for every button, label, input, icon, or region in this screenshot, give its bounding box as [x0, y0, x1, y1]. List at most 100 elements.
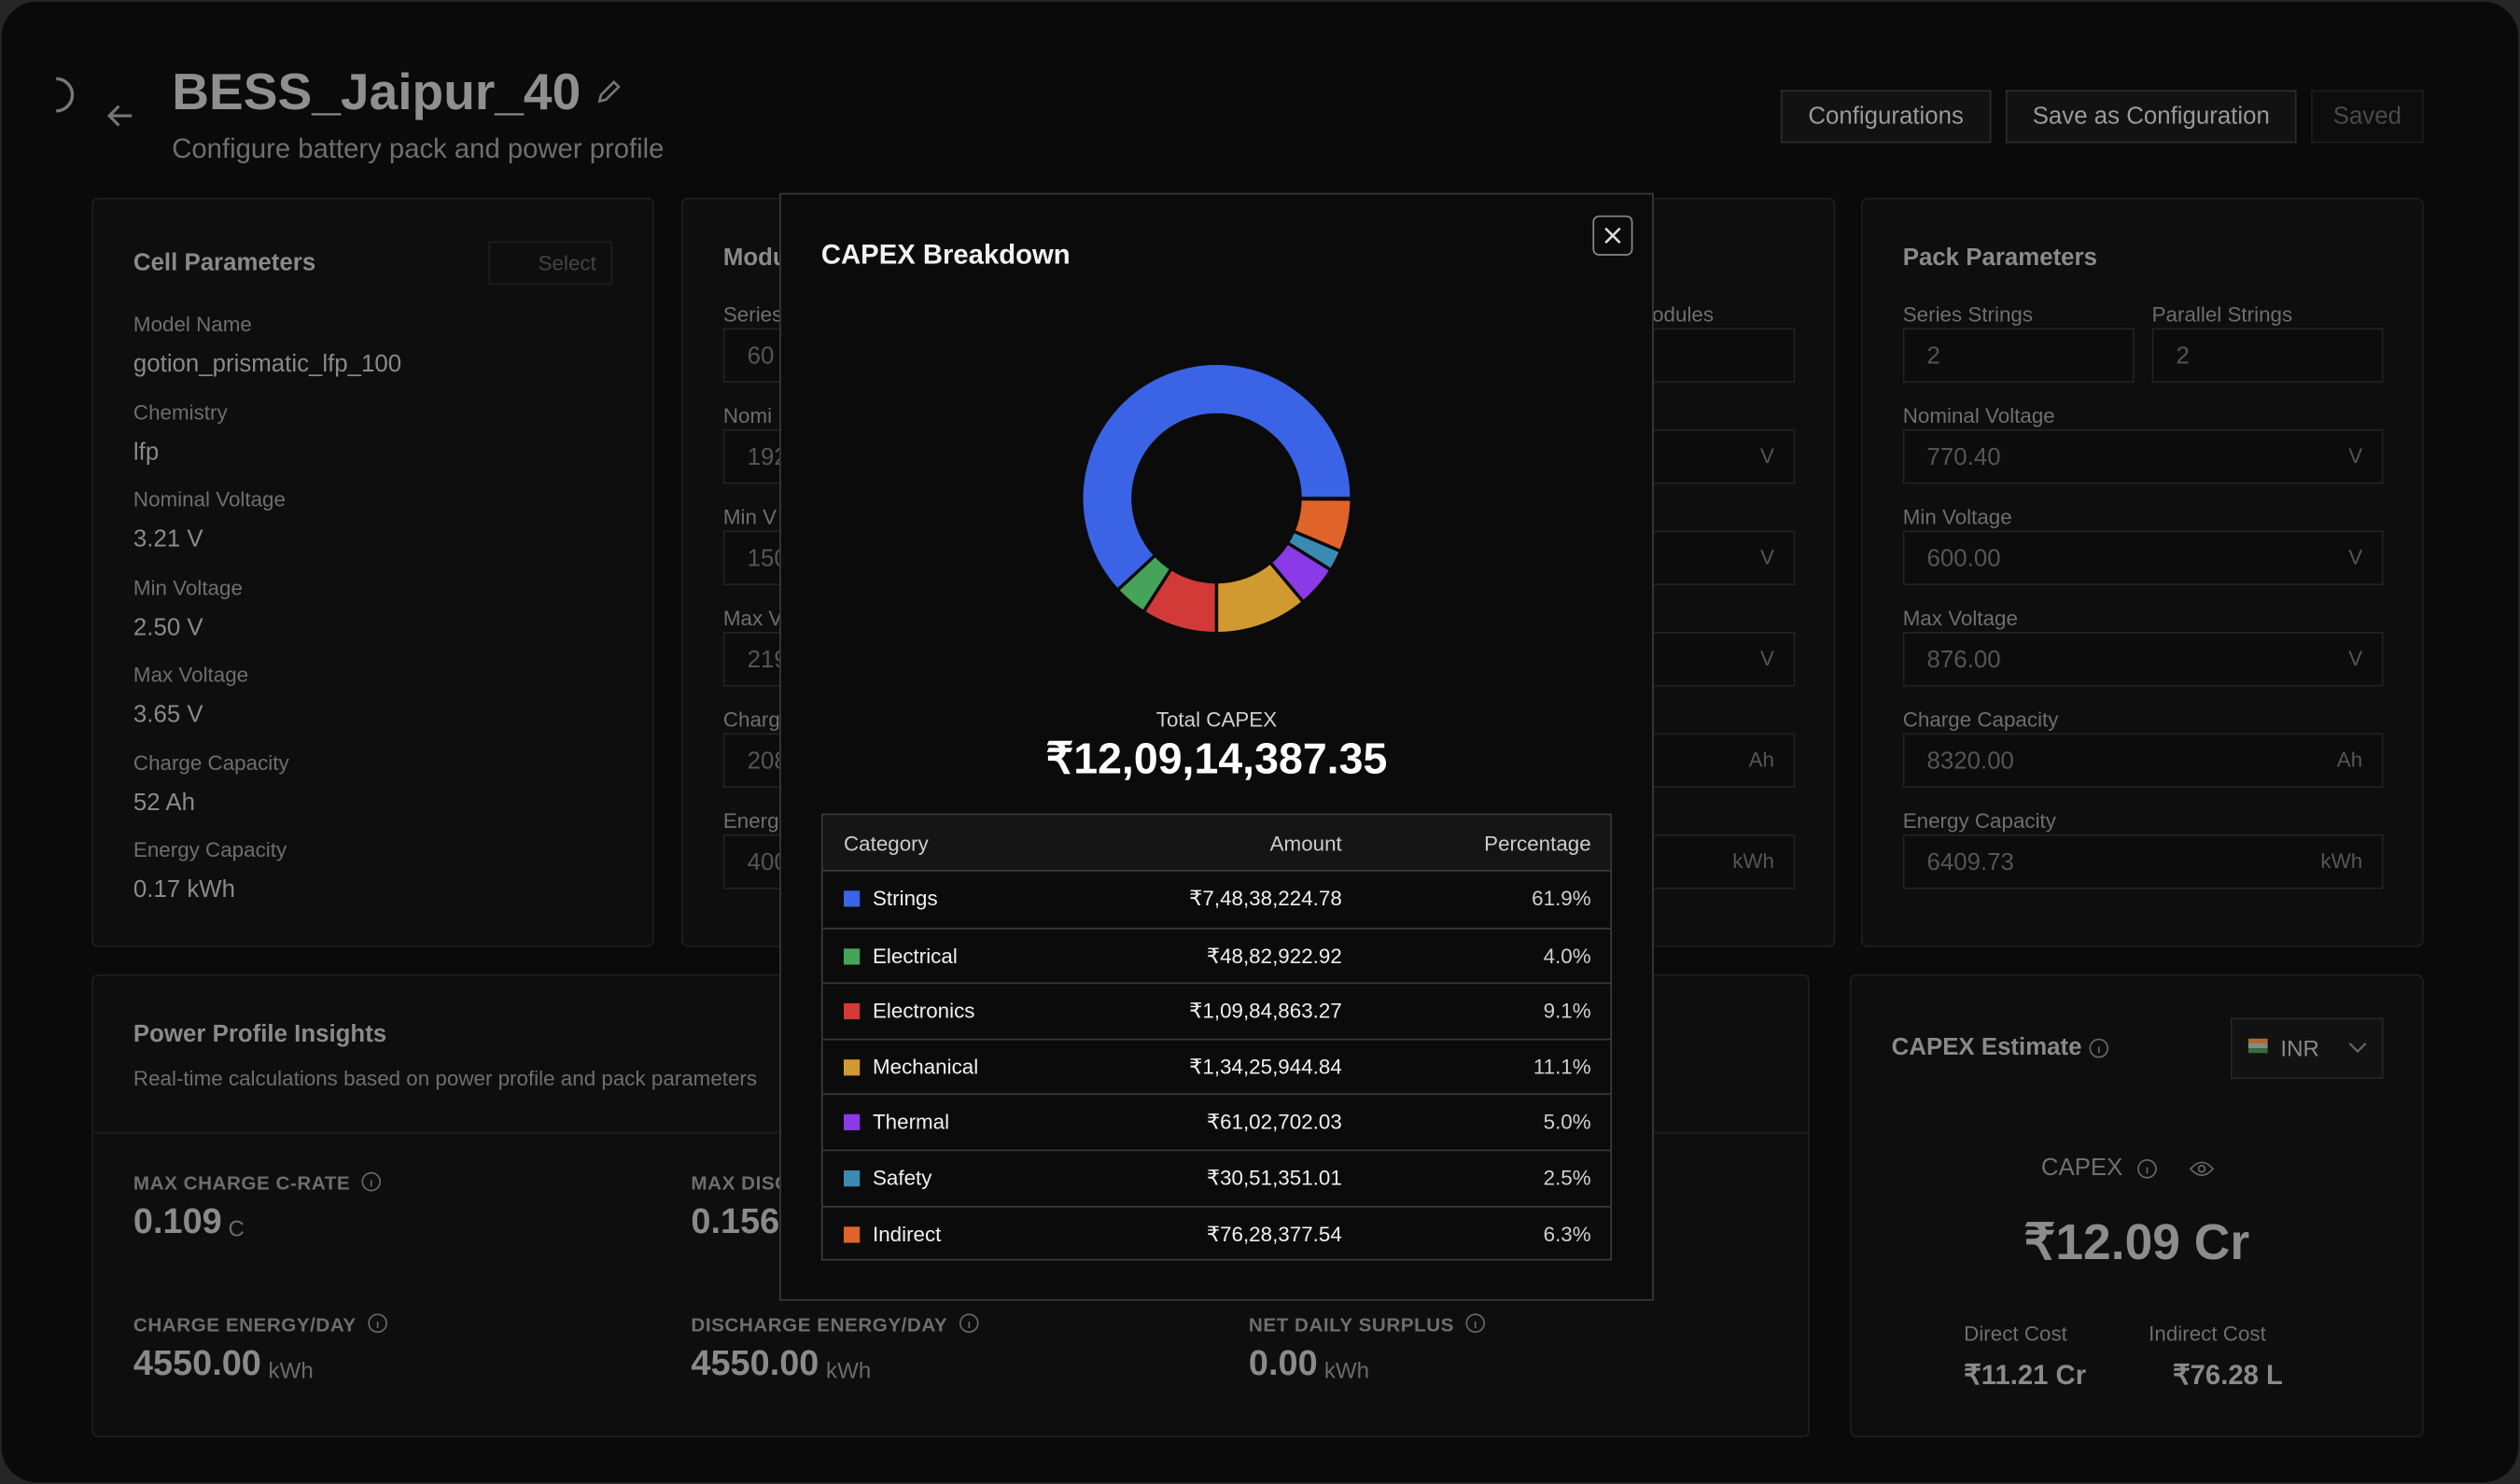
field-label: Min Voltage — [1902, 504, 2012, 529]
table-header — [822, 815, 1611, 872]
input-value: 60 — [747, 342, 775, 371]
table-row: Strings ₹7,48,38,224.78 61.9% — [823, 872, 1611, 927]
panel-subtitle: Real-time calculations based on power pr… — [133, 1066, 758, 1090]
info-icon[interactable] — [1463, 1312, 1486, 1335]
field-value: lfp — [133, 438, 160, 466]
capex-label: CAPEX — [2040, 1154, 2123, 1183]
input[interactable]: 6409.73 kWh — [1902, 834, 2384, 889]
field-value: 0.17 kWh — [133, 875, 236, 904]
percentage: 2.5% — [1543, 1165, 1591, 1190]
button[interactable]: Save as Configuration — [2005, 90, 2297, 144]
info-icon[interactable] — [366, 1312, 388, 1335]
unit: V — [1760, 646, 1774, 671]
unit: V — [1760, 443, 1774, 469]
metric-value: 4550.00 — [133, 1342, 261, 1383]
field-label: Energy Capacity — [133, 837, 287, 862]
field-value: 52 Ah — [133, 788, 195, 817]
percentage: 9.1% — [1543, 999, 1591, 1023]
category: Mechanical — [872, 1054, 979, 1079]
button[interactable]: Configurations — [1780, 90, 1992, 144]
edit-icon[interactable] — [595, 77, 623, 106]
metric-value: 0.156 — [691, 1200, 780, 1241]
panel-title: Cell Parameters — [133, 249, 316, 277]
close-icon — [1604, 227, 1621, 245]
input[interactable]: 2 — [2151, 328, 2384, 383]
button[interactable]: Saved — [2311, 90, 2424, 144]
field-label: Max Voltage — [133, 662, 249, 687]
back-arrow[interactable] — [105, 102, 136, 131]
eye-icon[interactable] — [2189, 1157, 2215, 1180]
amount: ₹48,82,922.92 — [1206, 943, 1342, 968]
input[interactable]: 2 — [1902, 328, 2135, 383]
column-header: Percentage — [1484, 831, 1591, 856]
input-value: 2 — [2176, 342, 2190, 371]
indirect-value: ₹76.28 L — [2173, 1360, 2283, 1392]
swatch — [843, 1058, 861, 1076]
select-button[interactable]: Select — [488, 241, 613, 285]
total-value: ₹12,09,14,387.35 — [1045, 735, 1388, 783]
percentage: 5.0% — [1543, 1110, 1591, 1135]
input[interactable]: 8320.00 Ah — [1902, 733, 2384, 789]
field-value: 3.65 V — [133, 701, 203, 729]
panel-title: Modu — [722, 244, 788, 273]
input-value: 6409.73 — [1926, 848, 2014, 876]
field-label: Energ — [722, 808, 779, 833]
unit: V — [2348, 544, 2363, 569]
input-value: 8320.00 — [1926, 748, 2014, 776]
label: Select — [538, 250, 596, 275]
input[interactable]: 876.00 V — [1902, 631, 2384, 687]
table-row: Mechanical ₹1,34,25,944.84 11.1% — [822, 1038, 1611, 1094]
panel-title: Pack Parameters — [1902, 244, 2097, 273]
field-value: gotion_prismatic_lfp_100 — [133, 350, 402, 378]
table-row: Electrical ₹48,82,922.92 4.0% — [822, 927, 1611, 983]
amount: ₹61,02,702.03 — [1206, 1110, 1342, 1135]
table-row: Electronics ₹1,09,84,863.27 9.1% — [822, 982, 1611, 1039]
field-label: Min V — [722, 504, 777, 529]
input-value: 770.40 — [1926, 443, 2001, 471]
swatch — [843, 1170, 861, 1187]
field-label: Chemistry — [133, 399, 228, 424]
info-icon[interactable] — [2135, 1157, 2158, 1180]
metric-label: DISCHARGE ENERGY/DAY — [691, 1313, 978, 1336]
field-label: Charg — [722, 707, 780, 732]
metric-unit: C — [228, 1215, 245, 1241]
metric-label: MAX DISC — [691, 1171, 790, 1195]
capex-panel: CAPEX Estimate INR CAPEX ₹12.09 Cr Direc… — [1849, 973, 2424, 1438]
info-icon[interactable] — [2088, 1037, 2110, 1059]
category: Strings — [872, 886, 938, 910]
info-icon[interactable] — [958, 1312, 980, 1335]
input[interactable]: 600.00 V — [1902, 530, 2384, 586]
input-value: 876.00 — [1926, 646, 2001, 674]
panel-title: Power Profile Insights — [133, 1020, 387, 1049]
subtitle: Configure battery pack and power profile — [172, 133, 665, 164]
table-row: Thermal ₹61,02,702.03 5.0% — [822, 1094, 1611, 1150]
category: Electronics — [872, 999, 975, 1023]
amount: ₹30,51,351.01 — [1206, 1165, 1342, 1190]
metric-label: MAX CHARGE C-RATE — [133, 1171, 381, 1195]
field-label: odules — [1652, 301, 1715, 327]
column-header: Category — [843, 831, 929, 856]
input-value: 2 — [1926, 342, 1940, 371]
table-row: Safety ₹30,51,351.01 2.5% — [822, 1149, 1611, 1206]
unit: Ah — [2336, 748, 2363, 772]
pack-panel: Pack Parameters Series Strings Parallel … — [1860, 197, 2424, 947]
direct-label: Direct Cost — [1964, 1321, 2067, 1346]
modal-title: CAPEX Breakdown — [820, 239, 1071, 271]
category: Thermal — [872, 1110, 950, 1135]
info-icon[interactable] — [359, 1170, 382, 1193]
metric-label: NET DAILY SURPLUS — [1249, 1313, 1485, 1336]
input[interactable]: 770.40 V — [1902, 428, 2384, 484]
field-value: 3.21 V — [133, 525, 203, 553]
currency-select[interactable]: INR — [2230, 1017, 2384, 1079]
close-button[interactable] — [1592, 215, 1633, 256]
metric-value: 0.00 — [1248, 1342, 1318, 1383]
flag — [2247, 1038, 2268, 1054]
field-label: Energy Capacity — [1902, 808, 2056, 833]
unit: V — [2348, 646, 2363, 671]
percentage: 4.0% — [1543, 943, 1591, 968]
amount: ₹1,34,25,944.84 — [1189, 1054, 1342, 1079]
metric-value: 0.109 — [133, 1200, 222, 1241]
